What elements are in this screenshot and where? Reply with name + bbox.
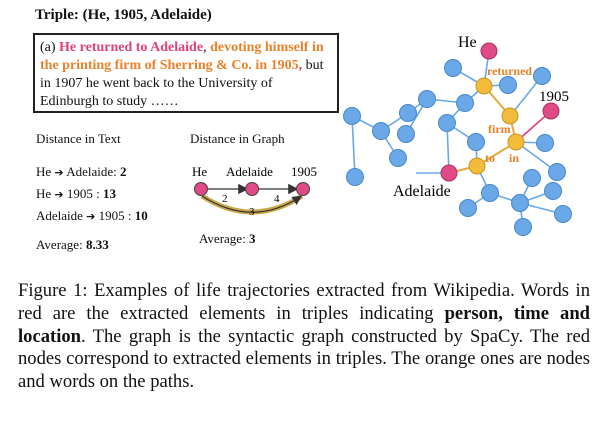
mini-node-1905 <box>296 182 310 196</box>
graph-node <box>499 76 517 94</box>
graph-node <box>544 182 562 200</box>
distance-text-average: Average: 8.33 <box>36 237 109 252</box>
path-word-in: in <box>509 151 519 165</box>
mini-node-he <box>194 182 208 196</box>
graph-node-firm <box>501 107 519 125</box>
graph-node <box>372 122 390 140</box>
graph-node <box>554 205 572 223</box>
graph-node <box>389 149 407 167</box>
example-highlight-red: He returned to Adelaide <box>59 40 204 55</box>
distance-row: He ➔ Adelaide: 2 <box>36 164 127 179</box>
graph-node-he <box>480 42 498 60</box>
graph-node-returned <box>475 77 493 95</box>
graph-node <box>397 125 415 143</box>
example-prefix: (a) <box>40 40 60 55</box>
path-word-to: to <box>485 151 495 165</box>
syntactic-graph: He 1905 Adelaide returned firm to in <box>343 34 572 236</box>
graph-node <box>481 184 499 202</box>
example-rest: but in 1907 he went back to the Universi… <box>40 58 324 109</box>
graph-node <box>523 169 541 187</box>
graph-label-he: He <box>458 34 477 51</box>
graph-node <box>438 114 456 132</box>
mini-label-adelaide: Adelaide <box>226 164 273 179</box>
path-word-returned: returned <box>487 64 532 78</box>
graph-node <box>533 67 551 85</box>
graph-node <box>536 134 554 152</box>
graph-node <box>511 194 529 212</box>
graph-node <box>548 163 566 181</box>
mini-edge-he-1905 <box>201 195 303 213</box>
distance-graph-average: Average: 3 <box>199 231 256 246</box>
distance-row: Adelaide ➔ 1905 : 10 <box>36 208 148 223</box>
graph-node <box>514 218 532 236</box>
mini-edge-label-3: 3 <box>249 206 255 218</box>
distance-in-graph-heading: Distance in Graph <box>190 131 285 146</box>
graph-node <box>418 90 436 108</box>
graph-label-1905: 1905 <box>539 89 569 105</box>
example-sentence-box: (a) He returned to Adelaide, devoting hi… <box>33 33 339 113</box>
graph-node-1905 <box>542 102 560 120</box>
graph-node <box>343 107 361 125</box>
graph-node <box>456 94 474 112</box>
graph-node <box>459 199 477 217</box>
example-comma-red: , <box>298 58 303 73</box>
mini-label-he: He <box>192 164 207 179</box>
figure-caption: Figure 1: Examples of life trajectories … <box>18 280 591 393</box>
distance-row: He ➔ 1905 : 13 <box>36 186 117 201</box>
graph-node <box>399 104 417 122</box>
example-highlight-orange: devoting himself in the printing firm of… <box>40 40 324 73</box>
graph-path-words: returned firm to in <box>485 64 532 165</box>
mini-edge-label-2: 2 <box>222 193 228 205</box>
graph-orange-nodes <box>468 77 525 175</box>
graph-label-adelaide: Adelaide <box>393 183 451 200</box>
graph-red-nodes <box>440 42 560 182</box>
graph-node-to <box>468 157 486 175</box>
graph-blue-nodes <box>343 59 572 236</box>
distance-in-text-heading: Distance in Text <box>36 131 121 146</box>
graph-node-in <box>507 133 525 151</box>
mini-label-1905: 1905 <box>291 164 317 179</box>
path-word-firm: firm <box>488 122 511 136</box>
example-comma: , <box>203 40 211 55</box>
graph-node <box>444 59 462 77</box>
graph-node <box>346 168 364 186</box>
mini-edge-label-4: 4 <box>274 193 280 205</box>
graph-node <box>467 133 485 151</box>
triple-title: Triple: (He, 1905, Adelaide) <box>35 7 212 23</box>
graph-node-adelaide <box>440 164 458 182</box>
distance-text-list: He ➔ Adelaide: 2 He ➔ 1905 : 13 Adelaide… <box>36 161 148 255</box>
distance-graph-diagram: He Adelaide 1905 2 4 3 <box>192 164 317 218</box>
caption-bold: person, time and location <box>18 302 591 347</box>
mini-node-adelaide <box>245 182 259 196</box>
